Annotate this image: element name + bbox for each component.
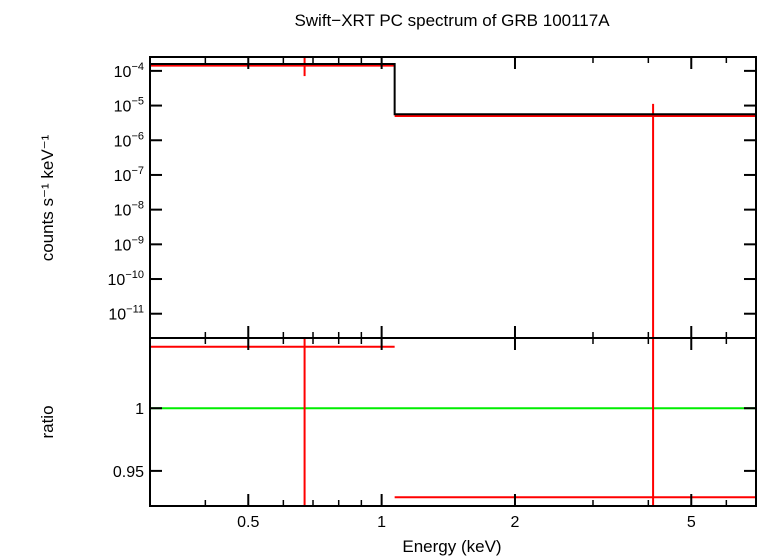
top-ylabel: counts s⁻¹ keV⁻¹ xyxy=(38,134,57,261)
xtick-label-0: 0.5 xyxy=(237,514,259,531)
xtick-label-2: 2 xyxy=(511,514,520,531)
xtick-label-3: 5 xyxy=(687,514,696,531)
bottom-ytick-label-0: 0.95 xyxy=(113,464,144,481)
top-ytick-label-2: 10−6 xyxy=(114,130,144,150)
top-ytick-label-4: 10−8 xyxy=(114,200,144,220)
top-ytick-label-5: 10−9 xyxy=(114,234,144,254)
chart-title: Swift−XRT PC spectrum of GRB 100117A xyxy=(294,11,610,30)
top-ytick-label-1: 10−5 xyxy=(114,96,144,116)
top-ytick-label-6: 10−10 xyxy=(108,269,144,289)
x-axis-label: Energy (keV) xyxy=(402,537,501,556)
top-ytick-label-7: 10−11 xyxy=(108,304,144,324)
xtick-label-1: 1 xyxy=(377,514,386,531)
top-model-line xyxy=(150,62,756,116)
top-ytick-label-0: 10−4 xyxy=(114,61,144,81)
top-panel-frame xyxy=(149,56,757,339)
bottom-ylabel: ratio xyxy=(38,405,57,438)
bottom-panel-frame xyxy=(149,337,757,507)
top-ytick-label-3: 10−7 xyxy=(114,165,144,185)
bottom-ytick-label-1: 1 xyxy=(135,401,144,418)
